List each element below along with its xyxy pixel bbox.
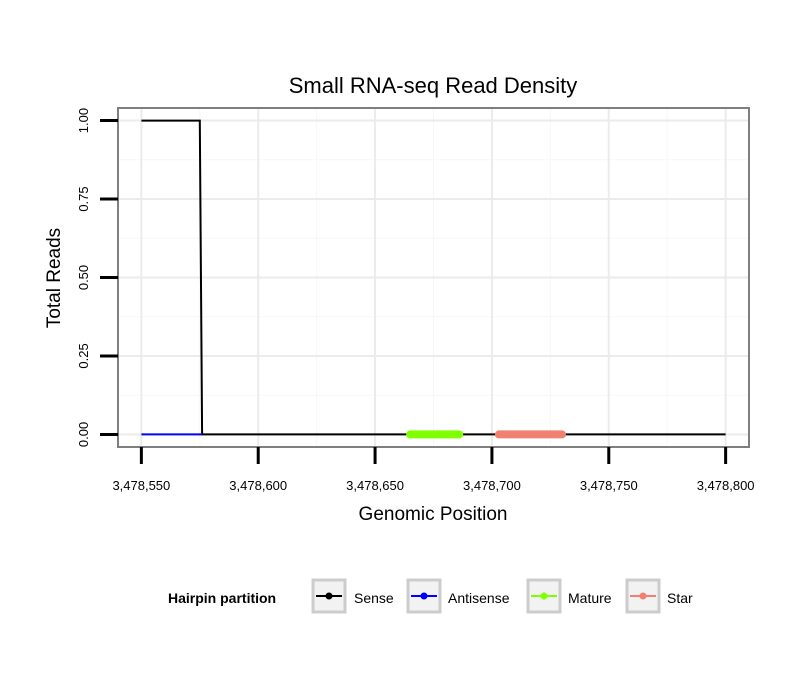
legend-key-dot-star [639,592,647,600]
y-tick-label-3: 0.75 [76,186,91,211]
x-tick-label-2: 3,478,650 [346,478,404,493]
legend-label-star: Star [667,590,693,606]
y-axis: 0.00 0.25 0.50 0.75 1.00 [76,108,118,447]
legend-key-dot-antisense [420,592,428,600]
x-axis: 3,478,550 3,478,600 3,478,650 3,478,700 3,47… [112,447,755,493]
chart-title: Small RNA-seq Read Density [289,73,578,98]
series-line-sense [141,119,726,436]
y-tick-label-4: 1.00 [76,108,91,133]
legend-key-dot-sense [325,592,333,600]
grid-lines [118,108,749,447]
legend-title: Hairpin partition [168,590,276,606]
legend-label-sense: Sense [354,590,394,606]
y-tick-label-1: 0.25 [76,343,91,368]
y-tick-label-2: 0.50 [76,265,91,290]
x-tick-label-5: 3,478,800 [697,478,755,493]
x-tick-label-3: 3,478,700 [463,478,521,493]
x-tick-label-0: 3,478,550 [112,478,170,493]
x-tick-label-1: 3,478,600 [229,478,287,493]
legend-label-antisense: Antisense [448,590,510,606]
legend: Hairpin partition Sense Antisense Mature St… [168,578,693,614]
legend-key-dot-mature [540,592,548,600]
y-tick-label-0: 0.00 [76,422,91,447]
x-axis-title: Genomic Position [359,504,508,525]
y-axis-title: Total Reads [44,228,65,328]
series-lines [141,119,726,439]
legend-label-mature: Mature [568,590,612,606]
x-tick-label-4: 3,478,750 [580,478,638,493]
